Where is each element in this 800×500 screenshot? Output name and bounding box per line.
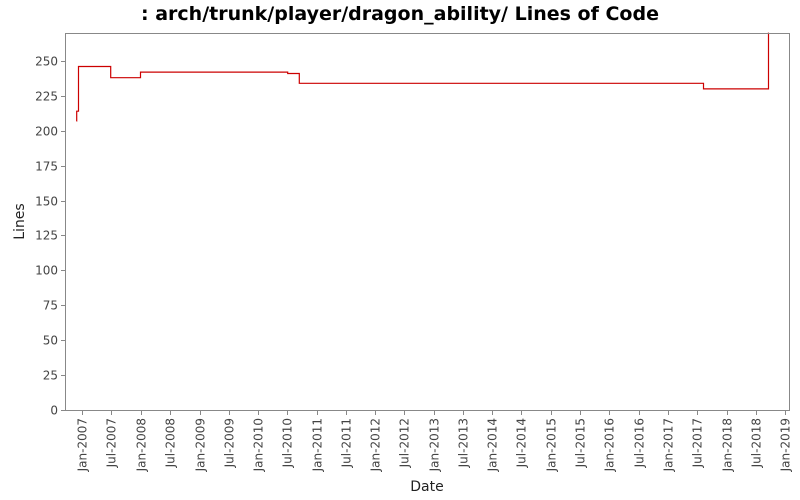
x-tick-label: Jul-2009 xyxy=(223,418,237,468)
x-tick-label: Jul-2014 xyxy=(515,418,529,468)
plot-frame xyxy=(65,33,790,411)
y-axis-title: Lines xyxy=(12,203,28,239)
x-tick-label: Jul-2017 xyxy=(691,418,705,468)
y-tick-label: 200 xyxy=(35,125,58,139)
y-tick-label: 175 xyxy=(35,160,58,174)
x-tick-label: Jul-2015 xyxy=(574,418,588,468)
x-tick-label: Jan-2011 xyxy=(311,418,325,472)
y-tick-label: 250 xyxy=(35,55,58,69)
x-tick-label: Jan-2009 xyxy=(194,418,208,472)
x-tick-label: Jul-2016 xyxy=(633,418,647,468)
x-axis: Jan-2007 Jul-2007 Jan-2008 Jul-2008 Jan-2009… xyxy=(76,411,793,472)
y-tick-label: 100 xyxy=(35,264,58,278)
x-tick-label: Jul-2018 xyxy=(750,418,764,468)
y-tick-label: 150 xyxy=(35,195,58,209)
x-tick-label: Jan-2013 xyxy=(428,418,442,472)
y-tick-label: 25 xyxy=(43,369,58,383)
x-tick-label: Jul-2007 xyxy=(105,418,119,468)
y-tick-label: 75 xyxy=(43,299,58,313)
y-tick-label: 0 xyxy=(50,404,58,418)
x-tick-label: Jul-2008 xyxy=(164,418,178,468)
x-tick-label: Jan-2016 xyxy=(603,418,617,472)
x-tick-label: Jul-2010 xyxy=(281,418,295,468)
x-tick-label: Jan-2017 xyxy=(662,418,676,472)
x-tick-label: Jan-2015 xyxy=(545,418,559,472)
y-axis: 0 25 50 75 100 125 150 175 200 225 250 xyxy=(35,55,65,418)
x-tick-label: Jan-2010 xyxy=(252,418,266,472)
x-axis-title: Date xyxy=(410,479,443,495)
x-tick-label: Jul-2011 xyxy=(340,418,354,468)
x-tick-label: Jan-2012 xyxy=(369,418,383,472)
x-tick-label: Jul-2012 xyxy=(398,418,412,468)
x-tick-label: Jan-2007 xyxy=(76,418,90,472)
chart-title: : arch/trunk/player/dragon_ability/ Line… xyxy=(141,3,659,25)
x-tick-label: Jul-2013 xyxy=(457,418,471,468)
x-tick-label: Jan-2018 xyxy=(721,418,735,472)
series-line xyxy=(76,32,770,122)
y-tick-label: 125 xyxy=(35,229,58,243)
x-tick-label: Jan-2019 xyxy=(779,418,793,472)
y-tick-label: 50 xyxy=(43,334,58,348)
x-tick-label: Jan-2008 xyxy=(135,418,149,472)
x-tick-label: Jan-2014 xyxy=(486,418,500,472)
y-tick-label: 225 xyxy=(35,90,58,104)
